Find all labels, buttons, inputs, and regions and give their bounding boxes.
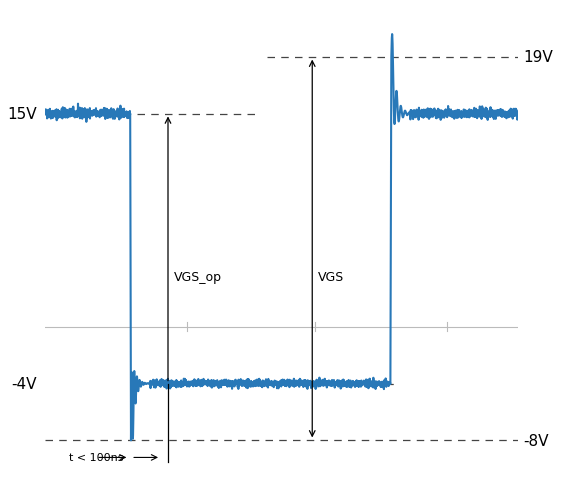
Text: VGS: VGS xyxy=(318,271,344,284)
Text: 19V: 19V xyxy=(524,50,553,65)
Text: 15V: 15V xyxy=(7,107,37,122)
Text: t < 100ns: t < 100ns xyxy=(69,452,123,462)
Text: -4V: -4V xyxy=(11,376,37,391)
Text: -8V: -8V xyxy=(524,433,549,448)
Text: VGS_op: VGS_op xyxy=(173,271,222,284)
